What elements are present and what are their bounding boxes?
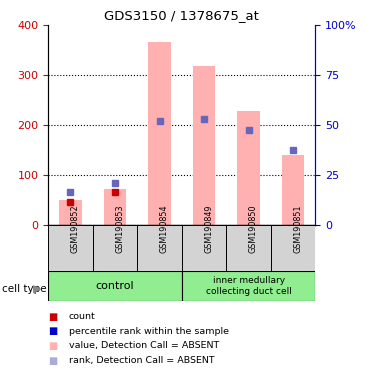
Bar bbox=[93, 225, 137, 271]
Text: GSM190849: GSM190849 bbox=[204, 204, 213, 253]
Title: GDS3150 / 1378675_at: GDS3150 / 1378675_at bbox=[104, 9, 259, 22]
Text: ▶: ▶ bbox=[33, 284, 41, 294]
Text: rank, Detection Call = ABSENT: rank, Detection Call = ABSENT bbox=[69, 356, 214, 365]
Bar bbox=[137, 225, 182, 271]
Text: ■: ■ bbox=[48, 326, 58, 336]
Text: GSM190850: GSM190850 bbox=[249, 204, 257, 253]
Bar bbox=[182, 271, 315, 301]
Text: ■: ■ bbox=[48, 356, 58, 366]
Text: value, Detection Call = ABSENT: value, Detection Call = ABSENT bbox=[69, 341, 219, 351]
Text: GSM190853: GSM190853 bbox=[115, 204, 124, 253]
Text: percentile rank within the sample: percentile rank within the sample bbox=[69, 327, 229, 336]
Bar bbox=[237, 111, 260, 225]
Bar bbox=[193, 66, 215, 225]
Bar bbox=[48, 225, 93, 271]
Bar bbox=[282, 155, 304, 225]
Text: control: control bbox=[96, 281, 134, 291]
Bar bbox=[271, 225, 315, 271]
Text: GSM190854: GSM190854 bbox=[160, 204, 168, 253]
Bar bbox=[148, 43, 171, 225]
Text: inner medullary
collecting duct cell: inner medullary collecting duct cell bbox=[206, 276, 292, 296]
Bar bbox=[48, 271, 182, 301]
Text: cell type: cell type bbox=[2, 284, 46, 294]
Text: ■: ■ bbox=[48, 341, 58, 351]
Text: ■: ■ bbox=[48, 312, 58, 322]
Bar bbox=[104, 189, 126, 225]
Text: GSM190851: GSM190851 bbox=[293, 204, 302, 253]
Bar bbox=[182, 225, 226, 271]
Text: GSM190852: GSM190852 bbox=[70, 204, 79, 253]
Bar bbox=[59, 200, 82, 225]
Text: count: count bbox=[69, 312, 95, 321]
Bar bbox=[226, 225, 271, 271]
